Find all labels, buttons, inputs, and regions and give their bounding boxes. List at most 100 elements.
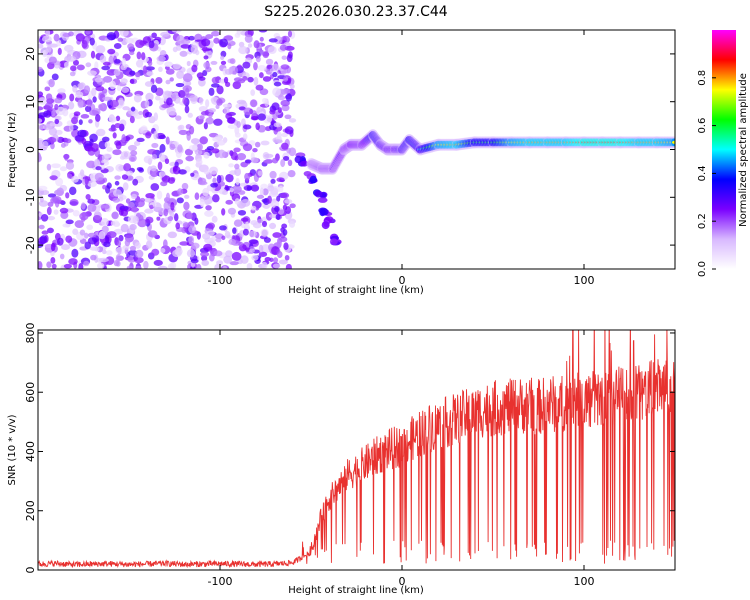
heatmap-noise-cell	[68, 186, 77, 196]
heatmap-noise-cell	[75, 33, 85, 42]
heatmap-noise-cell	[148, 40, 155, 49]
heatmap-noise-cell	[130, 193, 138, 200]
heatmap-noise-cell	[242, 228, 249, 236]
heatmap-noise-cell	[281, 223, 288, 229]
heatmap-noise-cell	[200, 251, 210, 257]
heatmap-noise-cell	[136, 137, 145, 142]
y-tick-label: -10	[24, 188, 37, 206]
heatmap-noise-cell	[178, 124, 185, 130]
heatmap-noise-cell	[255, 122, 260, 131]
heatmap-noise-cell	[262, 188, 269, 196]
heatmap-noise-cell	[281, 55, 287, 60]
heatmap-noise-cell	[212, 177, 217, 184]
heatmap-noise-cell	[115, 254, 121, 263]
heatmap-noise-cell	[271, 102, 280, 111]
heatmap-noise-cell	[147, 60, 153, 67]
heatmap-noise-cell	[221, 235, 226, 241]
heatmap-noise-cell	[215, 237, 222, 243]
heatmap-noise-cell	[169, 143, 176, 151]
heatmap-noise-cell	[167, 216, 174, 222]
heatmap-noise-cell	[287, 159, 293, 167]
heatmap-noise-cell	[145, 92, 154, 102]
heatmap-noise-cell	[97, 262, 105, 269]
heatmap-noise-cell	[201, 259, 210, 266]
heatmap-noise-cell	[183, 201, 190, 211]
heatmap-noise-cell	[213, 250, 223, 257]
heatmap-noise-cell	[210, 83, 220, 88]
heatmap-noise-cell	[242, 143, 253, 152]
heatmap-noise-cell	[216, 139, 226, 146]
heatmap-noise-cell	[164, 61, 173, 68]
heatmap-noise-cell	[274, 205, 280, 213]
heatmap-noise-cell	[212, 194, 220, 203]
heatmap-noise-cell	[115, 141, 122, 150]
heatmap-noise-cell	[72, 85, 78, 93]
heatmap-noise-cell	[78, 262, 84, 269]
heatmap-noise-cell	[276, 239, 282, 248]
heatmap-noise-cell	[114, 180, 120, 186]
heatmap-noise-cell	[75, 91, 84, 99]
heatmap-noise-cell	[113, 43, 122, 50]
heatmap-noise-cell	[55, 177, 64, 187]
heatmap-noise-cell	[87, 70, 97, 77]
heatmap-noise-cell	[95, 114, 101, 122]
heatmap-noise-cell	[95, 86, 105, 92]
heatmap-noise-cell	[230, 151, 238, 161]
heatmap-noise-cell	[83, 85, 91, 94]
heatmap-noise-cell	[276, 250, 283, 258]
heatmap-noise-cell	[79, 169, 85, 177]
heatmap-noise-cell	[191, 64, 198, 73]
heatmap-noise-cell	[267, 45, 277, 54]
heatmap-noise-cell	[150, 165, 157, 172]
heatmap-noise-cell	[132, 215, 139, 225]
heatmap-noise-cell	[236, 120, 241, 128]
heatmap-noise-cell	[272, 257, 279, 264]
heatmap-noise-cell	[129, 78, 135, 84]
heatmap-noise-cell	[269, 257, 274, 262]
heatmap-noise-cell	[280, 99, 290, 107]
heatmap-noise-cell	[284, 199, 293, 204]
heatmap-noise-cell	[196, 143, 203, 151]
x-tick-label: 0	[399, 274, 406, 287]
heatmap-noise-cell	[105, 250, 113, 256]
heatmap-noise-cell	[72, 59, 80, 66]
heatmap-noise-cell	[205, 34, 214, 40]
heatmap-noise-cell	[133, 257, 144, 264]
heatmap-noise-cell	[120, 78, 128, 84]
heatmap-noise-cell	[282, 204, 288, 211]
heatmap-noise-cell	[283, 242, 289, 250]
heatmap-noise-cell	[220, 60, 227, 65]
heatmap-noise-cell	[184, 194, 190, 199]
heatmap-noise-cell	[221, 208, 226, 216]
heatmap-noise-cell	[240, 199, 251, 207]
heatmap-noise-cell	[247, 43, 253, 48]
colorbar-tick-label: 0.8	[697, 70, 708, 86]
heatmap-noise-cell	[172, 165, 178, 172]
heatmap-noise-cell	[213, 37, 220, 44]
heatmap-noise-cell	[57, 47, 62, 56]
heatmap-noise-cell	[286, 54, 293, 63]
heatmap-noise-cell	[151, 142, 159, 149]
heatmap-noise-cell	[114, 58, 121, 64]
heatmap-noise-cell	[182, 73, 193, 83]
heatmap-noise-cell	[248, 230, 258, 238]
heatmap-noise-cell	[220, 55, 225, 60]
heatmap-noise-cell	[281, 132, 288, 138]
heatmap-noise-cell	[65, 219, 74, 225]
heatmap-noise-cell	[65, 138, 72, 144]
heatmap-noise-cell	[105, 256, 115, 266]
heatmap-noise-cell	[250, 89, 256, 97]
heatmap-noise-cell	[100, 217, 109, 226]
heatmap-noise-cell	[278, 259, 288, 265]
heatmap-noise-cell	[258, 72, 264, 79]
heatmap-noise-cell	[175, 82, 185, 88]
heatmap-noise-cell	[112, 189, 123, 197]
heatmap-noise-cell	[150, 84, 158, 94]
heatmap-noise-cell	[261, 229, 268, 237]
heatmap-noise-cell	[126, 175, 134, 181]
heatmap-noise-cell	[79, 212, 89, 221]
heatmap-descent-cell	[321, 221, 330, 230]
heatmap-noise-cell	[46, 163, 52, 171]
heatmap-noise-cell	[210, 148, 220, 154]
heatmap-noise-cell	[89, 37, 95, 46]
